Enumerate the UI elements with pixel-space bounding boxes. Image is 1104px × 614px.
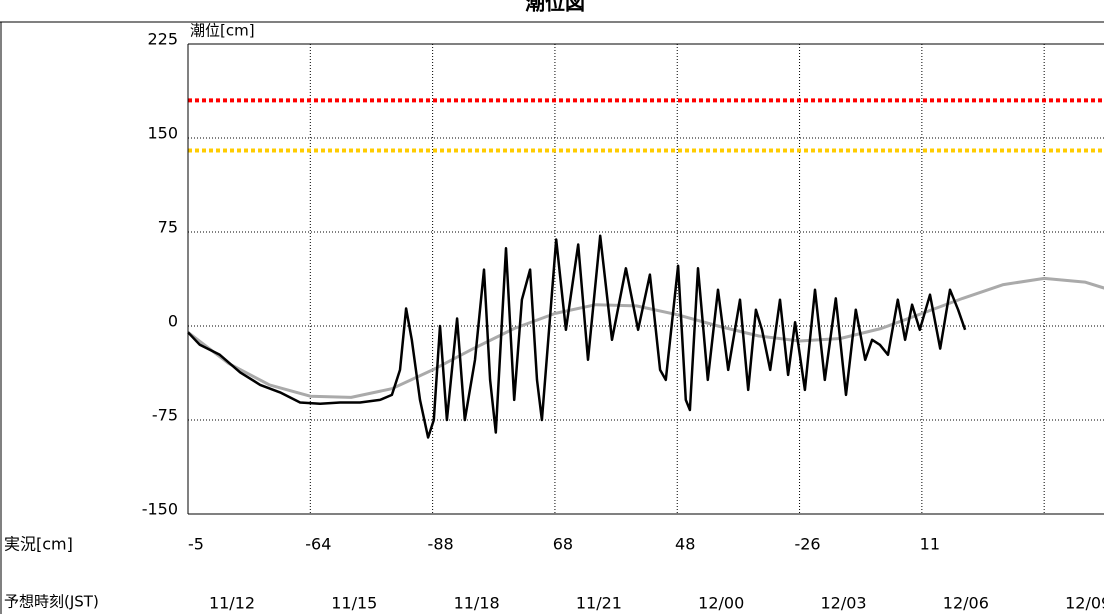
y-tick-label: -75 xyxy=(152,406,178,425)
x-tick-label: 12/09 xyxy=(1065,594,1104,613)
observed-value: -64 xyxy=(305,535,331,554)
y-tick-label: 75 xyxy=(158,218,178,237)
x-axis-label: 予想時刻(JST) xyxy=(4,593,99,611)
x-tick-label: 11/21 xyxy=(576,594,622,613)
y-axis-label: 潮位[cm] xyxy=(190,22,255,40)
chart-title: 潮位図 xyxy=(525,0,585,15)
y-tick-label: 0 xyxy=(168,312,178,331)
observed-value: 11 xyxy=(920,535,940,554)
series-line xyxy=(187,234,967,439)
observed-value: -5 xyxy=(188,535,204,554)
x-tick-label: 12/00 xyxy=(698,594,744,613)
x-tick-label: 11/12 xyxy=(209,594,255,613)
observed-value: 48 xyxy=(675,535,695,554)
observed-value: 68 xyxy=(553,535,573,554)
series-line xyxy=(187,276,1104,399)
observed-row-label: 実況[cm] xyxy=(4,535,73,554)
x-tick-label: 11/15 xyxy=(331,594,377,613)
observed-value: -26 xyxy=(794,535,820,554)
observed-value: -88 xyxy=(428,535,454,554)
y-tick-label: -150 xyxy=(142,500,178,519)
y-tick-label: 225 xyxy=(147,30,178,49)
x-tick-label: 12/06 xyxy=(943,594,989,613)
x-tick-label: 12/03 xyxy=(820,594,866,613)
x-tick-label: 11/18 xyxy=(454,594,500,613)
y-tick-label: 150 xyxy=(147,124,178,143)
